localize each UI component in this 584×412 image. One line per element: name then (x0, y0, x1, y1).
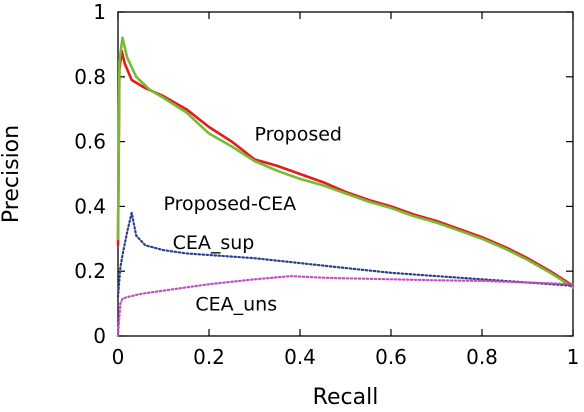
y-axis-title: Precision (0, 125, 24, 223)
x-axis-title: Recall (313, 385, 379, 410)
series-line-proposed-cea (116, 36, 575, 289)
x-tick-label: 0.8 (466, 345, 498, 369)
annotation-label: CEA_uns (195, 294, 277, 316)
axis-ticks: 0 0.2 0.4 0.6 0.8 1 0 0.2 0.4 0.6 0.8 1 (74, 0, 579, 369)
plot-frame (117, 11, 574, 337)
y-tick-label: 0.4 (74, 194, 106, 218)
x-tick-label: 1 (567, 345, 580, 369)
x-tick-label: 0 (112, 345, 125, 369)
series-line-cea-sup (116, 211, 575, 299)
y-tick-label: 0 (93, 324, 106, 348)
series-line-proposed (116, 49, 575, 288)
series-line-cea-uns (116, 275, 575, 338)
x-tick-label: 0.4 (284, 345, 316, 369)
annotation-label: Proposed-CEA (164, 193, 297, 215)
annotation-label: Proposed (255, 124, 342, 146)
series-layer (116, 36, 575, 338)
y-tick-label: 0.6 (74, 130, 106, 154)
y-tick-label: 0.2 (74, 259, 106, 283)
x-tick-label: 0.2 (193, 345, 225, 369)
y-tick-label: 1 (93, 0, 106, 24)
annotation-layer: Proposed Proposed-CEA CEA_sup CEA_uns (164, 124, 342, 316)
annotation-label: CEA_sup (173, 232, 255, 254)
x-tick-label: 0.6 (375, 345, 407, 369)
y-tick-label: 0.8 (74, 65, 106, 89)
